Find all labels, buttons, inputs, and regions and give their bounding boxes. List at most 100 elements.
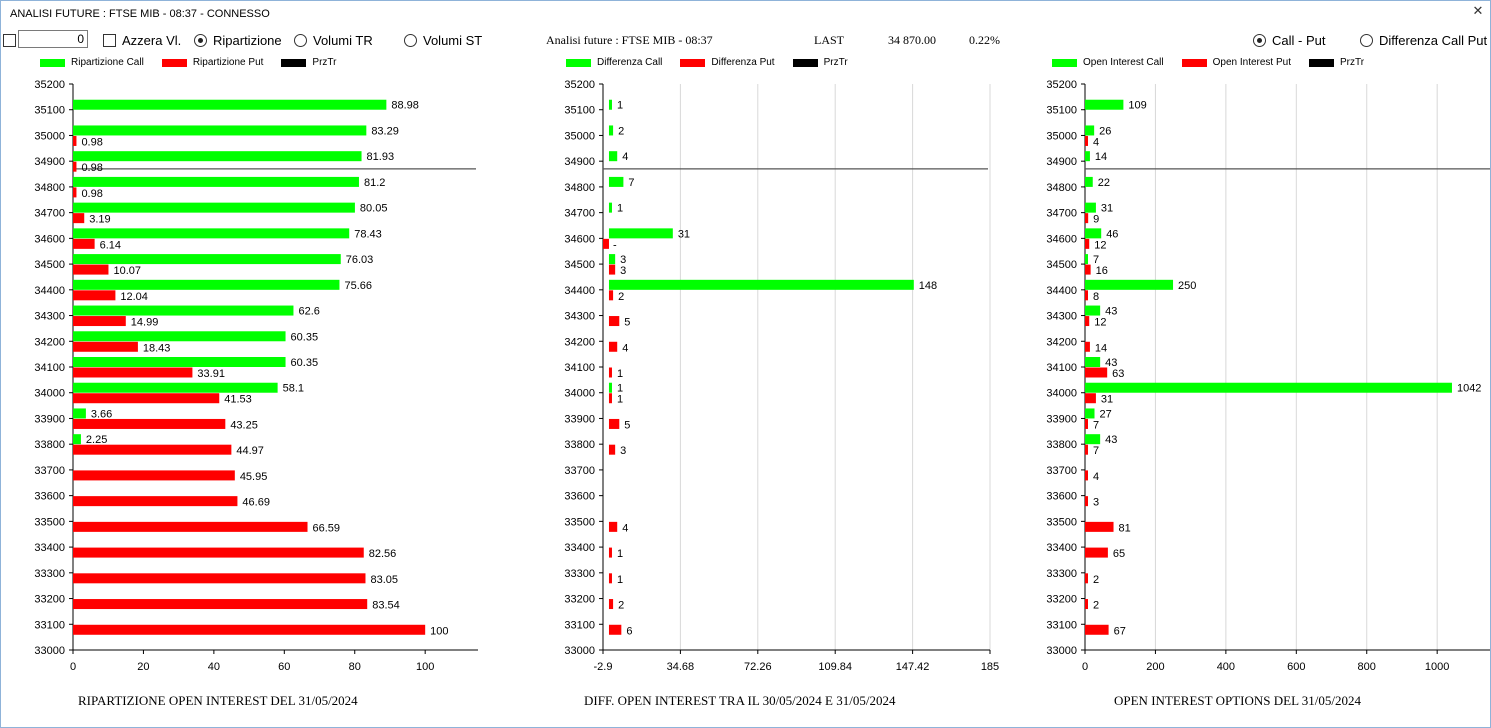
- call-value-label: 1: [617, 100, 623, 112]
- x-tick-label: 100: [416, 661, 434, 673]
- y-tick-label: 35200: [34, 79, 65, 91]
- put-bar: [1085, 264, 1091, 275]
- put-bar: [73, 418, 226, 429]
- put-bar: [603, 238, 609, 249]
- call-bar: [73, 305, 294, 316]
- radio-diff-call-put[interactable]: Differenza Call Put: [1360, 30, 1487, 50]
- radio-ripartizione[interactable]: Ripartizione: [194, 30, 282, 50]
- call-bar: [608, 382, 612, 393]
- y-tick-label: 35000: [1046, 130, 1077, 142]
- y-tick-label: 34500: [1046, 259, 1077, 271]
- put-bar: [608, 341, 618, 352]
- put-value-label: 4: [622, 522, 628, 534]
- radio-volumi-st[interactable]: Volumi ST: [404, 30, 482, 50]
- call-value-label: 1: [617, 383, 623, 395]
- y-tick-label: 35000: [34, 130, 65, 142]
- y-tick-label: 34200: [1046, 336, 1077, 348]
- put-value-label: -: [613, 239, 617, 251]
- call-value-label: 88.98: [391, 100, 419, 112]
- call-bar: [73, 151, 362, 162]
- y-tick-label: 34100: [34, 362, 65, 374]
- call-value-label: 78.43: [354, 228, 382, 240]
- radio-call-put[interactable]: Call - Put: [1253, 30, 1325, 50]
- legend-item: PrzTr: [1309, 57, 1364, 68]
- call-value-label: 3: [620, 254, 626, 266]
- put-value-label: 0.98: [81, 136, 102, 148]
- call-bar: [608, 279, 914, 290]
- radio-ripartizione-label: Ripartizione: [213, 32, 282, 48]
- y-tick-label: 35000: [564, 130, 595, 142]
- call-bar: [1085, 228, 1102, 239]
- checkbox-box[interactable]: [3, 33, 16, 47]
- select-checkbox[interactable]: [3, 30, 16, 50]
- y-tick-label: 33600: [34, 491, 65, 503]
- legend-item: Open Interest Call: [1052, 57, 1164, 68]
- azzera-checkbox-box[interactable]: [103, 33, 116, 47]
- x-tick-label: 109.84: [818, 661, 852, 673]
- y-tick-label: 34800: [564, 182, 595, 194]
- y-tick-label: 33300: [34, 568, 65, 580]
- radio-volumi-st-dot[interactable]: [404, 33, 417, 47]
- y-tick-label: 34400: [34, 285, 65, 297]
- put-value-label: 2: [1093, 574, 1099, 586]
- put-bar: [73, 521, 308, 532]
- put-bar: [1085, 290, 1088, 301]
- put-value-label: 66.59: [313, 522, 341, 534]
- put-bar: [73, 367, 193, 378]
- put-bar: [608, 624, 622, 635]
- legend-chart-1: Ripartizione Call Ripartizione Put PrzTr: [40, 57, 354, 68]
- call-value-label: 1: [617, 203, 623, 215]
- put-bar: [1085, 624, 1109, 635]
- call-bar: [73, 408, 86, 419]
- put-bar: [608, 444, 616, 455]
- y-tick-label: 34500: [564, 259, 595, 271]
- y-tick-label: 33800: [564, 439, 595, 451]
- call-bar: [73, 382, 278, 393]
- azzera-label: Azzera Vl.: [122, 32, 182, 48]
- put-value-label: 0.98: [81, 188, 102, 200]
- put-value-label: 14.99: [131, 317, 159, 329]
- last-label: LAST: [814, 33, 844, 47]
- y-tick-label: 33400: [564, 542, 595, 554]
- close-icon[interactable]: ✕: [1472, 3, 1484, 18]
- y-tick-label: 34100: [564, 362, 595, 374]
- legend-chart-2: Differenza Call Differenza Put PrzTr: [566, 57, 866, 68]
- call-bar: [73, 125, 367, 136]
- chart-title-1: RIPARTIZIONE OPEN INTEREST DEL 31/05/202…: [78, 693, 358, 708]
- put-value-label: 2: [1093, 600, 1099, 612]
- radio-volumi-tr[interactable]: Volumi TR: [294, 30, 373, 50]
- azzera-checkbox[interactable]: Azzera Vl.: [103, 30, 181, 50]
- legend-swatch-prz: [1309, 58, 1334, 67]
- put-value-label: 7: [1093, 419, 1099, 431]
- call-bar: [608, 151, 618, 162]
- put-value-label: 3: [620, 265, 626, 277]
- toolbar: 0 Azzera Vl. Ripartizione Volumi TR Volu…: [0, 30, 1491, 52]
- call-value-label: 76.03: [346, 254, 374, 266]
- call-value-label: 60.35: [291, 357, 319, 369]
- put-bar: [608, 573, 612, 584]
- y-tick-label: 34200: [34, 336, 65, 348]
- call-bar: [1085, 176, 1093, 187]
- radio-volumi-tr-dot[interactable]: [294, 33, 307, 47]
- radio-call-put-dot[interactable]: [1253, 33, 1266, 47]
- value-spinbox[interactable]: 0: [18, 30, 88, 48]
- put-value-label: 63: [1112, 368, 1124, 380]
- put-bar: [1085, 393, 1096, 404]
- radio-diff-call-put-dot[interactable]: [1360, 33, 1373, 47]
- put-bar: [1085, 213, 1089, 224]
- y-tick-label: 33000: [34, 645, 65, 657]
- call-value-label: 7: [628, 177, 634, 189]
- put-bar: [73, 341, 138, 352]
- y-tick-label: 35100: [34, 105, 65, 117]
- put-bar: [73, 624, 426, 635]
- put-value-label: 0.98: [81, 162, 102, 174]
- call-bar: [1085, 99, 1124, 110]
- put-value-label: 6: [626, 625, 632, 637]
- legend-swatch-call: [40, 58, 65, 67]
- call-value-label: 109: [1128, 100, 1146, 112]
- chart-title-2: DIFF. OPEN INTEREST TRA IL 30/05/2024 E …: [584, 693, 896, 708]
- put-value-label: 41.53: [224, 394, 252, 406]
- put-value-label: 31: [1101, 394, 1113, 406]
- radio-ripartizione-dot[interactable]: [194, 33, 207, 47]
- x-tick-label: 400: [1217, 661, 1235, 673]
